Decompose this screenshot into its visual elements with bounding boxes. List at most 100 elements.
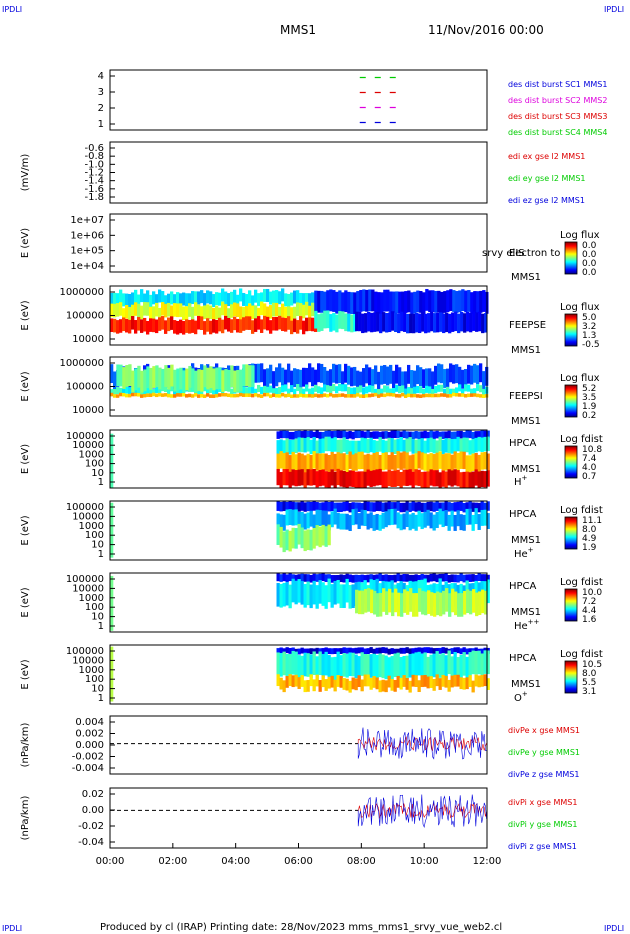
ytick-label: 10000 (72, 583, 104, 594)
instrument-label: HPCA (509, 509, 537, 520)
colorbar-tick: 0.0 (582, 259, 597, 269)
ytick-label: 100 (85, 674, 104, 685)
ytick-label: -0.004 (72, 763, 104, 774)
ylabel: E (eV) (20, 444, 31, 474)
instrument-label: HPCA (509, 438, 537, 449)
ytick-label: 10 (91, 684, 104, 695)
legend-entry: divPe x gse MMS1 (508, 726, 580, 735)
trace-x (357, 803, 487, 819)
colorbar-tick: 0.0 (582, 241, 597, 251)
colorbar-tick: 3.2 (582, 322, 596, 332)
ylabel: E (eV) (20, 515, 31, 545)
colorbar-tick: 0.7 (582, 472, 596, 482)
colorbar-tick: 7.2 (582, 597, 596, 607)
ytick-label: 10000 (72, 334, 104, 345)
ylabel: E (eV) (20, 228, 31, 258)
ytick-label: -1.6 (84, 184, 104, 195)
ytick-label: 10 (91, 468, 104, 479)
colorbar-tick: 0.0 (582, 268, 597, 278)
xtick-label: 02:00 (158, 856, 187, 867)
species-label: He++ (514, 618, 540, 632)
colorbar-tick: 11.1 (582, 516, 602, 526)
ytick-label: 1000 (79, 449, 104, 460)
colorbar-tick: 1.6 (582, 615, 597, 625)
colorbar-label: Log fdist (560, 434, 603, 445)
ytick-label: 1 (98, 119, 104, 130)
ytick-label: 100000 (66, 431, 104, 442)
legend-entry: divPe z gse MMS1 (508, 770, 579, 779)
colorbar-gradient (564, 660, 578, 694)
panel-frame (109, 715, 488, 775)
colorbar-tick: 0.2 (582, 411, 596, 421)
ytick-label: 1e+04 (70, 261, 104, 272)
colorbar-tick: 5.2 (582, 384, 596, 394)
ytick-label: 0.02 (82, 789, 104, 800)
ytick-label: 100000 (66, 502, 104, 513)
trace-z (357, 727, 487, 760)
ytick-label: 100000 (66, 646, 104, 657)
instrument-extra: srvy electron to (482, 248, 560, 259)
time-axis: 00:00 02:00 04:00 06:00 08:00 10:00 12:00 (96, 856, 502, 867)
ytick-label: -0.02 (78, 821, 104, 832)
species-label: He+ (514, 546, 534, 560)
ytick-label: 1000000 (59, 358, 104, 369)
legend-entry: divPi x gse MMS1 (508, 798, 577, 807)
ytick-label: 10 (91, 540, 104, 551)
corner-label-bl: IPDLI (2, 924, 22, 933)
colorbar-tick: 5.5 (582, 678, 596, 688)
ytick-label: 4 (98, 71, 104, 82)
ytick-label: -1.8 (84, 192, 104, 203)
ytick-label: 10000 (72, 655, 104, 666)
colorbar-label: Log fdist (560, 649, 603, 660)
panels: 4 3 2 1 des dist burst SC1 MMS1 des dist burs… (20, 69, 607, 851)
ytick-label: 10000 (72, 511, 104, 522)
instrument-label: EIS (509, 248, 525, 259)
ytick-label: 1e+07 (70, 215, 104, 226)
colorbar-label: Log flux (560, 373, 600, 384)
instrument-label: HPCA (509, 581, 537, 592)
header-spacecraft: MMS1 (280, 23, 316, 37)
ytick-label: -0.04 (78, 837, 104, 848)
panel-frame (109, 69, 488, 131)
spacecraft-label: MMS1 (511, 416, 541, 427)
trace-z (357, 794, 487, 829)
corner-label-br: IPDLI (604, 924, 624, 933)
legend-entry: des dist burst SC4 MMS4 (508, 128, 607, 137)
xtick-label: 10:00 (410, 856, 439, 867)
xtick-label: 04:00 (221, 856, 250, 867)
species-label: H+ (514, 474, 528, 488)
panel-frame (109, 644, 488, 705)
colorbar-tick: -0.5 (582, 340, 600, 350)
spacecraft-label: MMS1 (511, 272, 541, 283)
ylabel: (mV/m) (20, 154, 31, 192)
spacecraft-label: MMS1 (511, 464, 541, 475)
ytick-label: 100000 (66, 311, 104, 322)
panel-divpi: 0.02 0.00 -0.02 -0.04 (nPa/km) divPi x gse MM… (20, 787, 577, 851)
ylabel: (nPa/km) (20, 796, 31, 841)
panel-feepse: 1000000 100000 10000 E (eV) FEEPSE MMS1 Log fl… (20, 285, 600, 356)
instrument-label: HPCA (509, 653, 537, 664)
legend-entry: des dist burst SC3 MMS3 (508, 112, 607, 121)
xtick-label: 06:00 (284, 856, 313, 867)
ytick-label: -1.2 (84, 168, 104, 179)
colorbar-tick: 3.5 (582, 393, 596, 403)
corner-label-tl: IPDLI (2, 5, 22, 14)
ytick-label: 2 (98, 103, 104, 114)
colorbar-label: Log fdist (560, 505, 603, 516)
legend-entry: divPe y gse MMS1 (508, 748, 580, 757)
spacecraft-label: MMS1 (511, 679, 541, 690)
panel-burst: 4 3 2 1 des dist burst SC1 MMS1 des dist burs… (98, 69, 607, 137)
colorbar-gradient (564, 445, 578, 479)
ytick-label: 100 (85, 530, 104, 541)
panel-frame (109, 429, 488, 489)
colorbar-tick: 7.4 (582, 454, 597, 464)
footer: Produced by cl (IRAP) Printing date: 28/… (100, 922, 502, 933)
ytick-label: 1e+06 (70, 230, 104, 241)
colorbar-label: Log fdist (560, 577, 603, 588)
